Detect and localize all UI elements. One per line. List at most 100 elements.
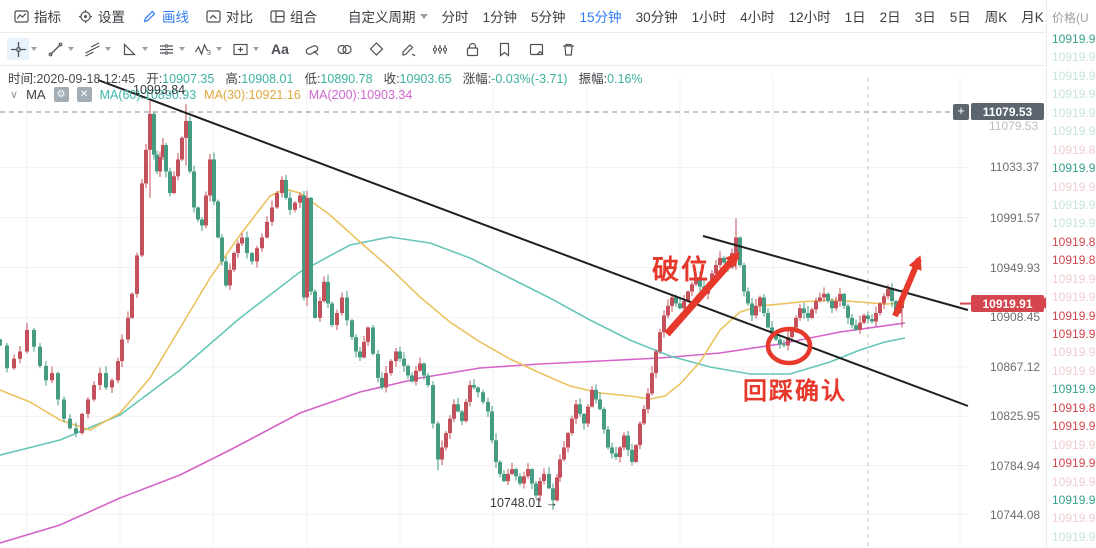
- period-item[interactable]: 30分钟: [635, 10, 678, 25]
- trade-price[interactable]: 10919.91: [1052, 32, 1096, 46]
- candle: [358, 351, 362, 358]
- settings-button[interactable]: 设置: [78, 6, 125, 26]
- period-item[interactable]: 1小时: [691, 10, 727, 25]
- candle: [678, 303, 682, 309]
- export-tool[interactable]: [525, 38, 547, 60]
- period-item[interactable]: 5日: [949, 10, 971, 25]
- candle: [448, 418, 452, 434]
- trade-price[interactable]: 10919.91: [1052, 161, 1096, 176]
- candle: [754, 305, 758, 316]
- candlestick-chart[interactable]: [0, 66, 1046, 548]
- candle: [298, 195, 302, 203]
- compare-button[interactable]: 对比: [206, 6, 253, 26]
- trade-price[interactable]: 10919.88: [1052, 234, 1096, 249]
- wave-tool[interactable]: 3: [192, 38, 222, 60]
- eraser-tool[interactable]: [301, 38, 323, 60]
- draw-line-button[interactable]: 画线: [142, 6, 189, 26]
- trade-price[interactable]: 10919.91: [1052, 419, 1096, 434]
- trade-price[interactable]: 10919.91: [1052, 345, 1096, 360]
- delete-tool[interactable]: [557, 38, 579, 60]
- period-item[interactable]: 12小时: [788, 10, 831, 25]
- trade-price[interactable]: 10919.92: [1052, 68, 1096, 83]
- ma-close-icon[interactable]: ✕: [76, 87, 92, 102]
- trade-price[interactable]: 10919.90: [1052, 382, 1096, 397]
- candle: [340, 297, 344, 314]
- candle: [255, 248, 259, 262]
- trade-price[interactable]: 10919.90: [1052, 179, 1096, 194]
- period-item[interactable]: 1分钟: [482, 10, 518, 25]
- candle: [506, 473, 510, 482]
- trade-price[interactable]: 10919.92: [1052, 197, 1096, 212]
- text-tool[interactable]: Aa: [271, 41, 289, 57]
- channel-tool[interactable]: [81, 38, 111, 60]
- upper-channel-line[interactable]: [702, 235, 969, 311]
- annotation-arrow: [892, 255, 922, 318]
- angle-tool[interactable]: [118, 38, 148, 60]
- trade-price[interactable]: 10919.89: [1052, 142, 1096, 157]
- trade-price[interactable]: 10919.90: [1052, 308, 1096, 323]
- period-item[interactable]: 5分钟: [531, 10, 566, 25]
- measure-tool[interactable]: [429, 38, 451, 60]
- custom-period-select[interactable]: 自定义周期: [348, 6, 428, 26]
- parallel-lines-tool[interactable]: [155, 38, 185, 60]
- link-tool[interactable]: [333, 38, 355, 60]
- trade-price[interactable]: 10919.93: [1052, 105, 1096, 120]
- trade-price[interactable]: 10919.93: [1052, 363, 1096, 378]
- candle: [80, 413, 84, 434]
- trade-price[interactable]: 10919.91: [1052, 511, 1096, 526]
- trade-price[interactable]: 10919.91: [1052, 216, 1096, 231]
- ma-settings-icon[interactable]: ⚙: [53, 87, 69, 102]
- candle: [810, 309, 814, 318]
- trade-price[interactable]: 10919.91: [1052, 290, 1096, 305]
- trade-price[interactable]: 10919.90: [1052, 456, 1096, 471]
- ma-title[interactable]: MA: [26, 87, 46, 102]
- trade-price[interactable]: 10919.90: [1052, 50, 1096, 65]
- candle: [778, 339, 782, 345]
- main-descending-trendline[interactable]: [97, 79, 969, 407]
- trade-price[interactable]: 10919.90: [1052, 124, 1096, 139]
- add-alert-plus-icon[interactable]: +: [953, 104, 969, 120]
- period-item[interactable]: 15分钟: [579, 10, 622, 25]
- period-item[interactable]: 3日: [914, 10, 936, 25]
- lock-tool[interactable]: [461, 38, 483, 60]
- candle: [164, 145, 168, 172]
- trade-price[interactable]: 10919.92: [1052, 437, 1096, 452]
- brush-tool[interactable]: [397, 38, 419, 60]
- trade-price[interactable]: 10919.90: [1052, 271, 1096, 286]
- trendline-tool[interactable]: [44, 38, 74, 60]
- period-item[interactable]: 周K: [984, 10, 1008, 25]
- trade-price[interactable]: 10919.91: [1052, 87, 1096, 102]
- period-item[interactable]: 月K: [1021, 10, 1044, 25]
- shape-tool[interactable]: [229, 38, 259, 60]
- chevron-down-icon[interactable]: ∨: [10, 89, 19, 101]
- trade-price[interactable]: 10919.92: [1052, 327, 1096, 341]
- trade-price[interactable]: 10919.91: [1052, 474, 1096, 489]
- candle: [265, 221, 269, 238]
- period-item[interactable]: 4小时: [740, 10, 775, 25]
- ma60-line: [0, 236, 906, 456]
- candle: [196, 207, 200, 220]
- trade-price[interactable]: 10919.87: [1052, 253, 1096, 268]
- indicator-button[interactable]: 指标: [14, 6, 61, 26]
- crosshair-tool[interactable]: [7, 38, 37, 60]
- candle: [481, 392, 485, 402]
- candle: [494, 440, 498, 462]
- candle: [686, 291, 690, 302]
- tag-tool[interactable]: [365, 38, 387, 60]
- candle: [798, 308, 802, 318]
- candle: [658, 332, 662, 352]
- period-item[interactable]: 分时: [441, 10, 469, 25]
- candle: [786, 337, 790, 346]
- bookmark-tool[interactable]: [493, 38, 515, 60]
- candle: [690, 284, 694, 292]
- trade-price[interactable]: 10919.89: [1052, 400, 1096, 415]
- combo-button[interactable]: 组合: [270, 6, 317, 26]
- trades-price-list: 价格(U 10919.91 10919.90 10919.92 10919.91 109…: [1046, 0, 1096, 548]
- ma-indicator-bar: ∨ MA ⚙ ✕ MA(60):10890.93 MA(30):10921.16 M…: [10, 87, 412, 102]
- trade-price[interactable]: 10919.90: [1052, 529, 1096, 544]
- period-item[interactable]: 2日: [879, 10, 901, 25]
- candle: [547, 473, 551, 489]
- trade-price[interactable]: 10919.92: [1052, 492, 1096, 507]
- combo-icon: [270, 9, 285, 24]
- period-item[interactable]: 1日: [844, 10, 866, 25]
